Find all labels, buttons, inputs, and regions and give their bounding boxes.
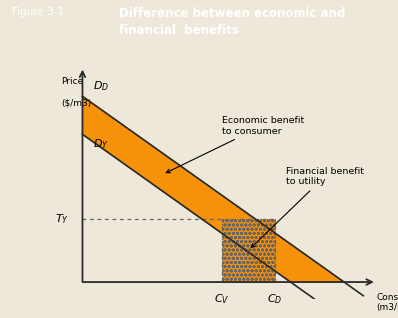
Text: Economic benefit
to consumer: Economic benefit to consumer <box>166 116 304 173</box>
Text: $D_D$: $D_D$ <box>93 79 109 93</box>
Text: $C_V$: $C_V$ <box>214 293 229 306</box>
Text: $C_D$: $C_D$ <box>267 293 283 306</box>
Text: Financial benefit
to utility: Financial benefit to utility <box>251 167 364 248</box>
Text: $D_Y$: $D_Y$ <box>93 137 109 151</box>
Text: Difference between economic and
financial  benefits: Difference between economic and financia… <box>119 7 346 37</box>
Bar <box>222 219 275 282</box>
Text: ($/m3): ($/m3) <box>61 98 91 107</box>
Text: Price: Price <box>61 77 83 86</box>
Text: Consumption
(m3/month): Consumption (m3/month) <box>377 293 398 312</box>
Polygon shape <box>82 96 344 282</box>
Text: Figure 3-1: Figure 3-1 <box>12 7 64 17</box>
Text: $T_Y$: $T_Y$ <box>55 212 69 225</box>
